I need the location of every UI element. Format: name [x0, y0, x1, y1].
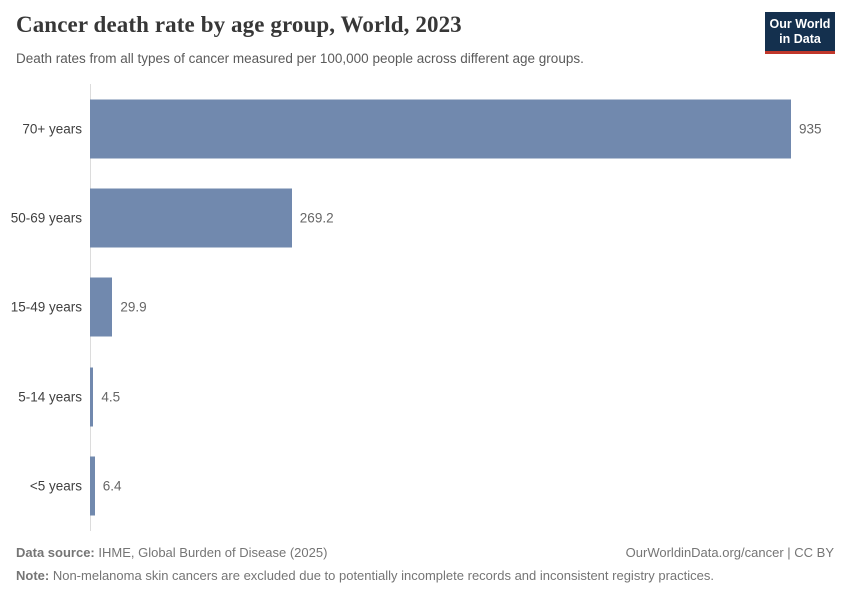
chart-subtitle: Death rates from all types of cancer mea… [16, 51, 584, 66]
bar-rows-container: 70+ years 935 50-69 years 269.2 15-49 years 2… [0, 84, 850, 531]
bar-row: <5 years 6.4 [0, 442, 850, 531]
citation-link[interactable]: OurWorldinData.org/cancer | CC BY [625, 545, 834, 560]
bar-row: 15-49 years 29.9 [0, 263, 850, 352]
owid-logo-line2: in Data [779, 32, 821, 46]
footer-note-line: Note: Non-melanoma skin cancers are excl… [16, 568, 834, 583]
bar[interactable] [90, 99, 791, 159]
category-label: 5-14 years [18, 389, 82, 405]
owid-logo-line1: Our World [769, 17, 831, 31]
data-source-value: IHME, Global Burden of Disease (2025) [94, 545, 328, 560]
value-label: 269.2 [299, 210, 334, 226]
bar-row: 70+ years 935 [0, 84, 850, 173]
category-label: 15-49 years [10, 299, 82, 315]
category-label: 50-69 years [10, 210, 82, 226]
bar-row: 5-14 years 4.5 [0, 352, 850, 441]
value-label: 6.4 [102, 478, 122, 494]
bar-chart: 70+ years 935 50-69 years 269.2 15-49 years 2… [0, 84, 850, 531]
bar[interactable] [90, 456, 95, 516]
data-source-text: Data source: IHME, Global Burden of Dise… [16, 545, 327, 560]
footer-source-line: Data source: IHME, Global Burden of Dise… [16, 545, 834, 560]
data-source-label: Data source: [16, 545, 95, 560]
note-value: Non-melanoma skin cancers are excluded d… [49, 568, 714, 583]
value-label: 4.5 [101, 389, 121, 405]
value-label: 29.9 [120, 299, 147, 315]
value-label: 935 [799, 121, 822, 137]
owid-logo[interactable]: Our World in Data [765, 12, 835, 54]
page-title: Cancer death rate by age group, World, 2… [16, 12, 462, 37]
category-label: 70+ years [22, 121, 82, 137]
bar-row: 50-69 years 269.2 [0, 173, 850, 262]
bar[interactable] [90, 277, 113, 337]
bar[interactable] [90, 188, 292, 248]
bar[interactable] [90, 367, 94, 427]
note-label: Note: [16, 568, 50, 583]
category-label: <5 years [29, 478, 82, 494]
